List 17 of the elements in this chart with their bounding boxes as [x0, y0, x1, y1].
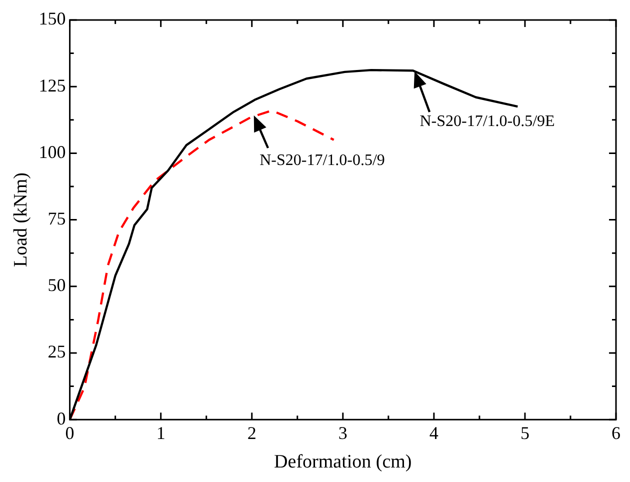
y-tick-label: 25 [48, 342, 66, 362]
y-tick-label: 0 [56, 408, 66, 428]
y-tick-label: 100 [38, 142, 66, 162]
x-tick-label: 5 [520, 423, 530, 444]
y-tick-label: 50 [48, 275, 66, 296]
y-tick-label: 75 [48, 208, 66, 229]
y-axis-title: Load (kNm) [10, 172, 32, 268]
annotation: N-S20-17/1.0-0.5/9E [420, 113, 555, 130]
x-axis-title: Deformation (cm) [274, 452, 412, 473]
x-tick-label: 2 [247, 423, 256, 444]
y-tick-label: 150 [38, 8, 66, 29]
x-tick-label: 6 [612, 423, 620, 444]
x-tick-label: 3 [338, 423, 348, 444]
annotation: N-S20-17/1.0-0.5/9 [260, 152, 385, 170]
x-tick-label: 1 [156, 423, 166, 444]
x-tick-label: 4 [429, 423, 438, 444]
y-tick-label: 125 [38, 75, 66, 96]
